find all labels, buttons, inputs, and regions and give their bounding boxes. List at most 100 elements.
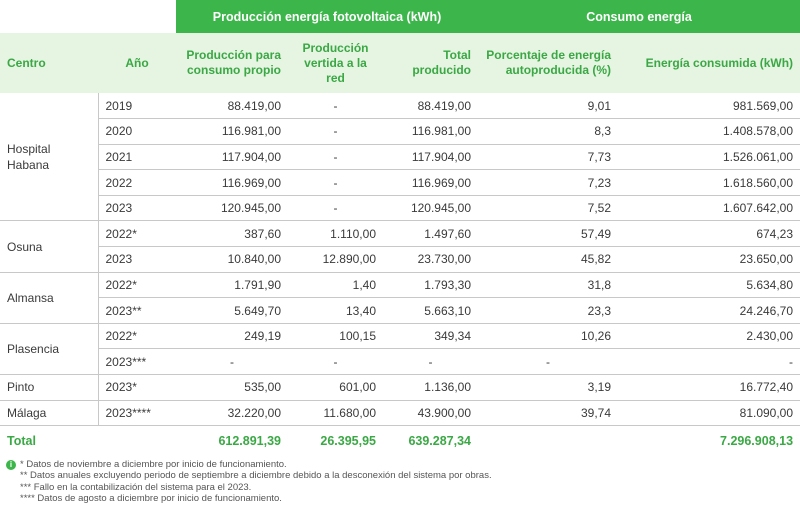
anio-cell: 2021	[98, 144, 176, 171]
porcentaje-cell: 7,52	[478, 195, 619, 222]
anio-cell: 2022*	[98, 272, 176, 299]
total-cell: 116.981,00	[383, 118, 479, 145]
energia-cell: 1.526.061,00	[618, 144, 800, 171]
total-row: Total 612.891,39 26.395,95 639.287,34 7.…	[0, 425, 800, 457]
footnote: i * Datos de noviembre a diciembre por in…	[6, 459, 492, 470]
anio-cell: 2023***	[98, 348, 176, 376]
anio-cell: 2023**	[98, 297, 176, 324]
footnote: **** Datos de agosto a diciembre por ini…	[6, 493, 492, 504]
col-header-vertida: Producción vertida a la red	[288, 33, 383, 93]
footnotes: i * Datos de noviembre a diciembre por in…	[6, 459, 492, 504]
footnote-text: *** Fallo en la contabilización del sist…	[20, 481, 252, 493]
total-porcentaje-empty	[478, 425, 619, 457]
vertida-cell: 13,40	[288, 297, 383, 324]
total-cell: 120.945,00	[383, 195, 479, 222]
vertida-cell: -	[288, 144, 383, 171]
table-row: Almansa 2022* 1.791,90 1,40 1.793,30 31,…	[0, 272, 800, 324]
anio-cell: 2019	[98, 93, 176, 120]
total-empty	[98, 425, 176, 457]
total-cell: 349,34	[383, 323, 479, 350]
propio-cell: 1.791,90	[176, 272, 288, 299]
energia-cell: 1.607.642,00	[618, 195, 800, 222]
anio-cell: 2023	[98, 195, 176, 222]
propio-cell: 535,00	[176, 374, 288, 401]
col-header-porcentaje: Porcentaje de energía autoproducida (%)	[478, 33, 619, 93]
table-row: 2023** 5.649,70 13,40 5.663,10 23,3 24.2…	[0, 297, 800, 324]
anio-cell: 2022	[98, 169, 176, 196]
vertida-cell: -	[288, 348, 383, 376]
energia-cell: -	[618, 348, 800, 376]
energia-cell: 16.772,40	[618, 374, 800, 401]
table-row: Plasencia 2022* 249,19 100,15 349,34 10,…	[0, 323, 800, 376]
table-row: 2023 10.840,00 12.890,00 23.730,00 45,82…	[0, 246, 800, 273]
table-row: Málaga 2023**** 32.220,00 11.680,00 43.9…	[0, 400, 800, 427]
total-cell: 1.497,60	[383, 220, 479, 248]
propio-cell: 116.969,00	[176, 169, 288, 196]
vertida-cell: -	[288, 195, 383, 222]
porcentaje-cell: 7,23	[478, 169, 619, 196]
energia-cell: 2.430,00	[618, 323, 800, 350]
porcentaje-cell: 7,73	[478, 144, 619, 171]
group-header-consumption: Consumo energía	[478, 0, 800, 33]
group-header-production: Producción energía fotovoltaica (kWh)	[176, 0, 479, 33]
total-vertida: 26.395,95	[288, 425, 383, 457]
table-row: 2023 120.945,00 - 120.945,00 7,52 1.607.…	[0, 195, 800, 222]
energia-cell: 1.408.578,00	[618, 118, 800, 145]
propio-cell: -	[176, 348, 288, 376]
total-cell: -	[383, 348, 479, 376]
energy-table: Producción energía fotovoltaica (kWh) Co…	[0, 0, 800, 457]
propio-cell: 88.419,00	[176, 93, 288, 120]
col-header-energia: Energía consumida (kWh)	[618, 33, 800, 93]
porcentaje-cell: 9,01	[478, 93, 619, 120]
vertida-cell: 100,15	[288, 323, 383, 350]
table-row: 2021 117.904,00 - 117.904,00 7,73 1.526.…	[0, 144, 800, 171]
energia-cell: 981.569,00	[618, 93, 800, 120]
anio-cell: 2023****	[98, 400, 176, 427]
anio-cell: 2022*	[98, 323, 176, 350]
propio-cell: 249,19	[176, 323, 288, 350]
porcentaje-cell: 10,26	[478, 323, 619, 350]
centro-cell: Plasencia	[0, 323, 99, 376]
total-propio: 612.891,39	[176, 425, 288, 457]
info-icon: i	[6, 460, 16, 470]
footnote: *** Fallo en la contabilización del sist…	[6, 482, 492, 493]
anio-cell: 2023*	[98, 374, 176, 401]
porcentaje-cell: 57,49	[478, 220, 619, 248]
propio-cell: 32.220,00	[176, 400, 288, 427]
vertida-cell: -	[288, 169, 383, 196]
group-header-blank	[0, 0, 176, 33]
centro-cell: Pinto	[0, 374, 99, 401]
col-header-total: Total producido	[383, 33, 479, 93]
total-cell: 116.969,00	[383, 169, 479, 196]
vertida-cell: 1.110,00	[288, 220, 383, 248]
total-label: Total	[0, 425, 98, 457]
energia-cell: 24.246,70	[618, 297, 800, 324]
propio-cell: 117.904,00	[176, 144, 288, 171]
footnote-text: ** Datos anuales excluyendo periodo de s…	[20, 470, 492, 482]
centro-cell: Málaga	[0, 400, 99, 427]
table-row: 2020 116.981,00 - 116.981,00 8,3 1.408.5…	[0, 118, 800, 145]
total-total: 639.287,34	[383, 425, 479, 457]
propio-cell: 387,60	[176, 220, 288, 248]
vertida-cell: -	[288, 93, 383, 120]
vertida-cell: 11.680,00	[288, 400, 383, 427]
centro-cell: Hospital Habana	[0, 93, 99, 222]
table-row: Hospital Habana 2019 88.419,00 - 88.419,…	[0, 93, 800, 222]
table-row: Pinto 2023* 535,00 601,00 1.136,00 3,19 …	[0, 374, 800, 401]
total-cell: 1.793,30	[383, 272, 479, 299]
propio-cell: 116.981,00	[176, 118, 288, 145]
total-energia: 7.296.908,13	[618, 425, 800, 457]
porcentaje-cell: 39,74	[478, 400, 619, 427]
anio-cell: 2022*	[98, 220, 176, 248]
propio-cell: 10.840,00	[176, 246, 288, 273]
col-header-consumo-propio: Producción para consumo propio	[176, 33, 288, 93]
propio-cell: 5.649,70	[176, 297, 288, 324]
porcentaje-cell: 31,8	[478, 272, 619, 299]
footnote-text: **** Datos de agosto a diciembre por ini…	[20, 492, 282, 504]
vertida-cell: 12.890,00	[288, 246, 383, 273]
energia-cell: 5.634,80	[618, 272, 800, 299]
table-row: Osuna 2022* 387,60 1.110,00 1.497,60 57,…	[0, 220, 800, 273]
vertida-cell: 1,40	[288, 272, 383, 299]
propio-cell: 120.945,00	[176, 195, 288, 222]
